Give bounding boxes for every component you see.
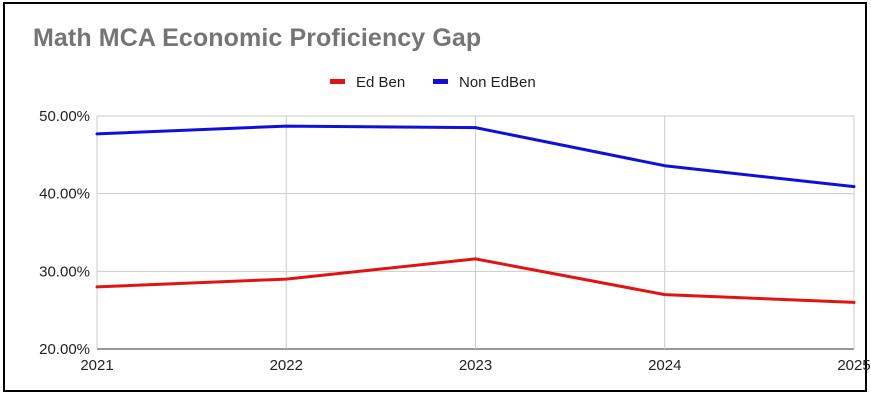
gridlines bbox=[97, 116, 854, 349]
legend-label: Non EdBen bbox=[459, 74, 536, 91]
y-tick-label: 50.00% bbox=[39, 108, 90, 125]
legend: Ed Ben Non EdBen bbox=[330, 74, 536, 91]
x-tick-label: 2025 bbox=[837, 357, 870, 374]
legend-item-ed-ben: Ed Ben bbox=[330, 74, 405, 91]
legend-item-non-edben: Non EdBen bbox=[433, 74, 536, 91]
x-tick-label: 2024 bbox=[648, 357, 681, 374]
legend-swatch bbox=[433, 79, 448, 84]
x-axis-tick-labels: 2021 2022 2023 2024 2025 bbox=[80, 357, 870, 374]
x-tick-label: 2022 bbox=[270, 357, 303, 374]
y-tick-label: 40.00% bbox=[39, 186, 90, 203]
legend-label: Ed Ben bbox=[356, 74, 405, 91]
x-tick-label: 2023 bbox=[459, 357, 492, 374]
y-axis-tick-labels: 20.00% 30.00% 40.00% 50.00% bbox=[39, 108, 90, 358]
legend-swatch bbox=[330, 79, 345, 84]
y-tick-label: 30.00% bbox=[39, 263, 90, 280]
y-tick-label: 20.00% bbox=[39, 341, 90, 358]
x-tick-label: 2021 bbox=[80, 357, 113, 374]
